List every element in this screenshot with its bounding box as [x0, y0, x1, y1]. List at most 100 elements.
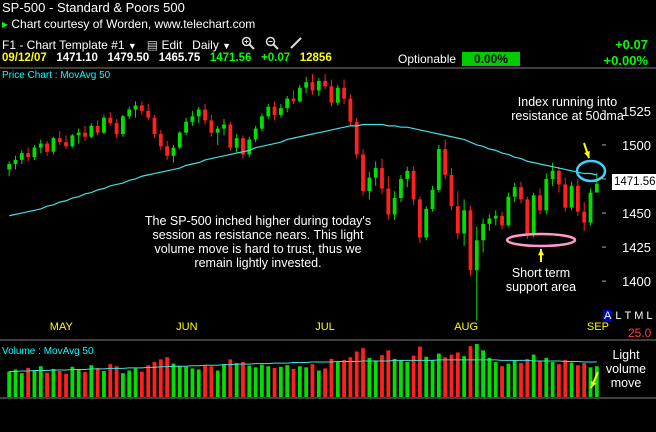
candle-body	[487, 218, 492, 224]
volume-bar	[184, 366, 188, 397]
altml-a[interactable]: A	[603, 310, 613, 322]
month-label: JUL	[315, 321, 335, 333]
resistance-ellipse	[575, 159, 607, 183]
candle-body	[575, 185, 580, 212]
volume-bar	[373, 360, 378, 397]
zoom-in-icon[interactable]	[241, 36, 255, 53]
price-tick-label: 1425	[622, 240, 651, 255]
candle-body	[544, 178, 549, 211]
candle-body	[380, 168, 384, 189]
volume-bar	[70, 366, 75, 397]
candle-body	[83, 132, 87, 137]
candle-body	[342, 87, 346, 99]
volume-bar	[108, 364, 113, 397]
candle-body	[215, 128, 220, 133]
volume-bar	[575, 365, 580, 397]
volume-ma-line	[9, 359, 597, 373]
candle-body	[538, 195, 542, 211]
candle-body	[190, 116, 195, 122]
candle-body	[38, 143, 43, 148]
volume-bar	[285, 365, 290, 397]
edit-button[interactable]: ▤ Edit	[147, 38, 182, 52]
candle-body	[260, 116, 264, 129]
candle-body	[108, 117, 113, 124]
candle-body	[102, 117, 106, 133]
arrow-support-head	[537, 249, 545, 256]
volume-bar	[64, 373, 68, 397]
volume-bar	[133, 368, 138, 397]
chevron-down-icon: ▼	[127, 40, 137, 51]
volume-bar	[253, 367, 258, 397]
quote-open: 1471.10	[56, 52, 98, 64]
candle-body	[152, 117, 157, 135]
candle-body	[64, 142, 68, 147]
candle-body	[462, 210, 467, 234]
candle-body	[411, 170, 416, 200]
volume-bar	[411, 355, 416, 397]
volume-bar	[550, 362, 555, 397]
candle-body	[285, 98, 290, 109]
candle-body	[424, 208, 429, 238]
volume-bar	[316, 370, 321, 397]
volume-bar	[152, 362, 157, 397]
chart-title: SP-500 - Standard & Poors 500	[2, 0, 185, 15]
volume-bar	[386, 350, 391, 397]
candle-body	[247, 139, 252, 155]
chart-toolbar: F1 - Chart Template #1 ▼ ▤ Edit Daily ▼	[2, 36, 303, 53]
altml-l2[interactable]: L	[646, 310, 653, 322]
template-select[interactable]: F1 - Chart Template #1 ▼	[2, 38, 137, 52]
volume-bar	[51, 368, 56, 397]
candle-body	[392, 198, 397, 215]
altml-l[interactable]: L	[615, 310, 622, 322]
candle-body	[373, 168, 378, 178]
draw-pen-icon[interactable]	[289, 36, 303, 53]
candle-body	[26, 153, 31, 158]
candle-body	[76, 132, 81, 136]
candle-body	[228, 124, 233, 148]
month-label: SEP	[587, 321, 609, 333]
candle-body	[468, 210, 473, 271]
volume-bar	[399, 359, 403, 397]
candle-body	[582, 211, 587, 223]
net-change-pct: +0.00%	[603, 53, 648, 68]
candle-body	[557, 170, 561, 185]
volume-bar	[418, 346, 422, 397]
price-tick-label: 1400	[622, 274, 651, 289]
period-select[interactable]: Daily ▼	[192, 38, 231, 52]
candle-body	[348, 98, 353, 122]
candle-body	[550, 170, 555, 179]
volume-bar	[241, 362, 245, 397]
candle-body	[430, 189, 435, 209]
volume-bar	[95, 367, 100, 397]
annotation-support: Short term support area	[505, 266, 577, 294]
zoom-out-icon[interactable]	[265, 36, 279, 53]
candle-body	[506, 196, 511, 226]
volume-bar	[278, 366, 283, 397]
courtesy-line: ▸ Chart courtesy of Worden, www.telechar…	[2, 17, 255, 31]
volume-bar	[348, 357, 353, 397]
volume-bar	[222, 364, 226, 397]
volume-bar	[474, 344, 479, 397]
candle-body	[158, 134, 163, 147]
volume-bar	[165, 357, 170, 397]
price-tick-label: 1525	[622, 104, 651, 119]
altml-m[interactable]: M	[634, 310, 644, 322]
volume-bar	[196, 369, 201, 397]
price-axis: 140014251450147515001525	[602, 104, 651, 289]
volume-bar	[121, 373, 125, 397]
candle-body	[594, 183, 599, 193]
candle-body	[405, 170, 410, 179]
volume-bar	[506, 363, 511, 397]
volume-bar	[500, 366, 504, 397]
candle-body	[531, 195, 536, 235]
candle-body	[57, 138, 62, 143]
volume-bar	[190, 368, 195, 397]
month-label: AUG	[454, 321, 478, 333]
candle-body	[500, 215, 504, 226]
altml-t[interactable]: T	[624, 310, 632, 322]
candle-body	[399, 178, 403, 199]
volume-bar	[127, 370, 132, 397]
candle-body	[95, 125, 100, 133]
pct-change-badge: 0.00%	[462, 52, 520, 66]
